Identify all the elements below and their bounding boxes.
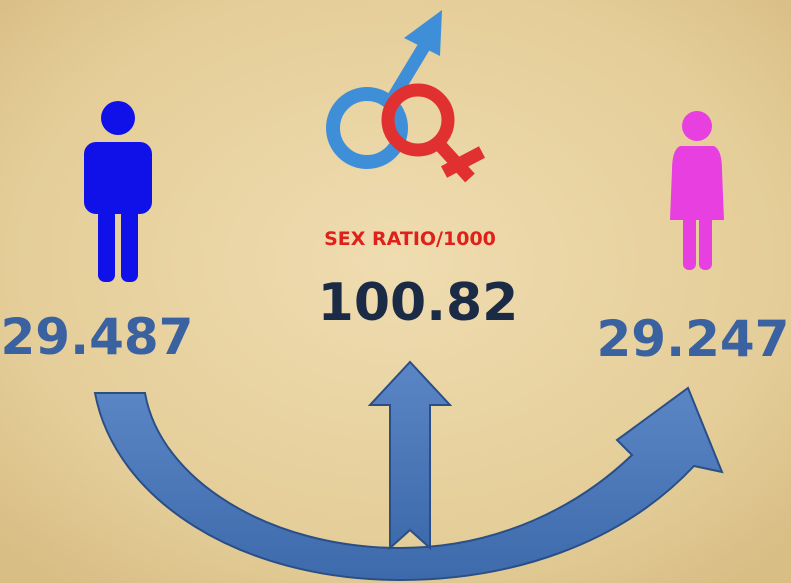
male-icon — [84, 101, 152, 282]
up-arrow — [367, 360, 453, 551]
gender-symbol — [326, 10, 486, 183]
curved-arrow — [93, 386, 724, 582]
female-icon — [670, 111, 724, 270]
ratio-label: SEX RATIO/1000 — [324, 228, 496, 250]
female-value: 29.247 — [597, 310, 790, 368]
ratio-value: 100.82 — [318, 273, 519, 333]
male-value: 29.487 — [1, 308, 194, 366]
